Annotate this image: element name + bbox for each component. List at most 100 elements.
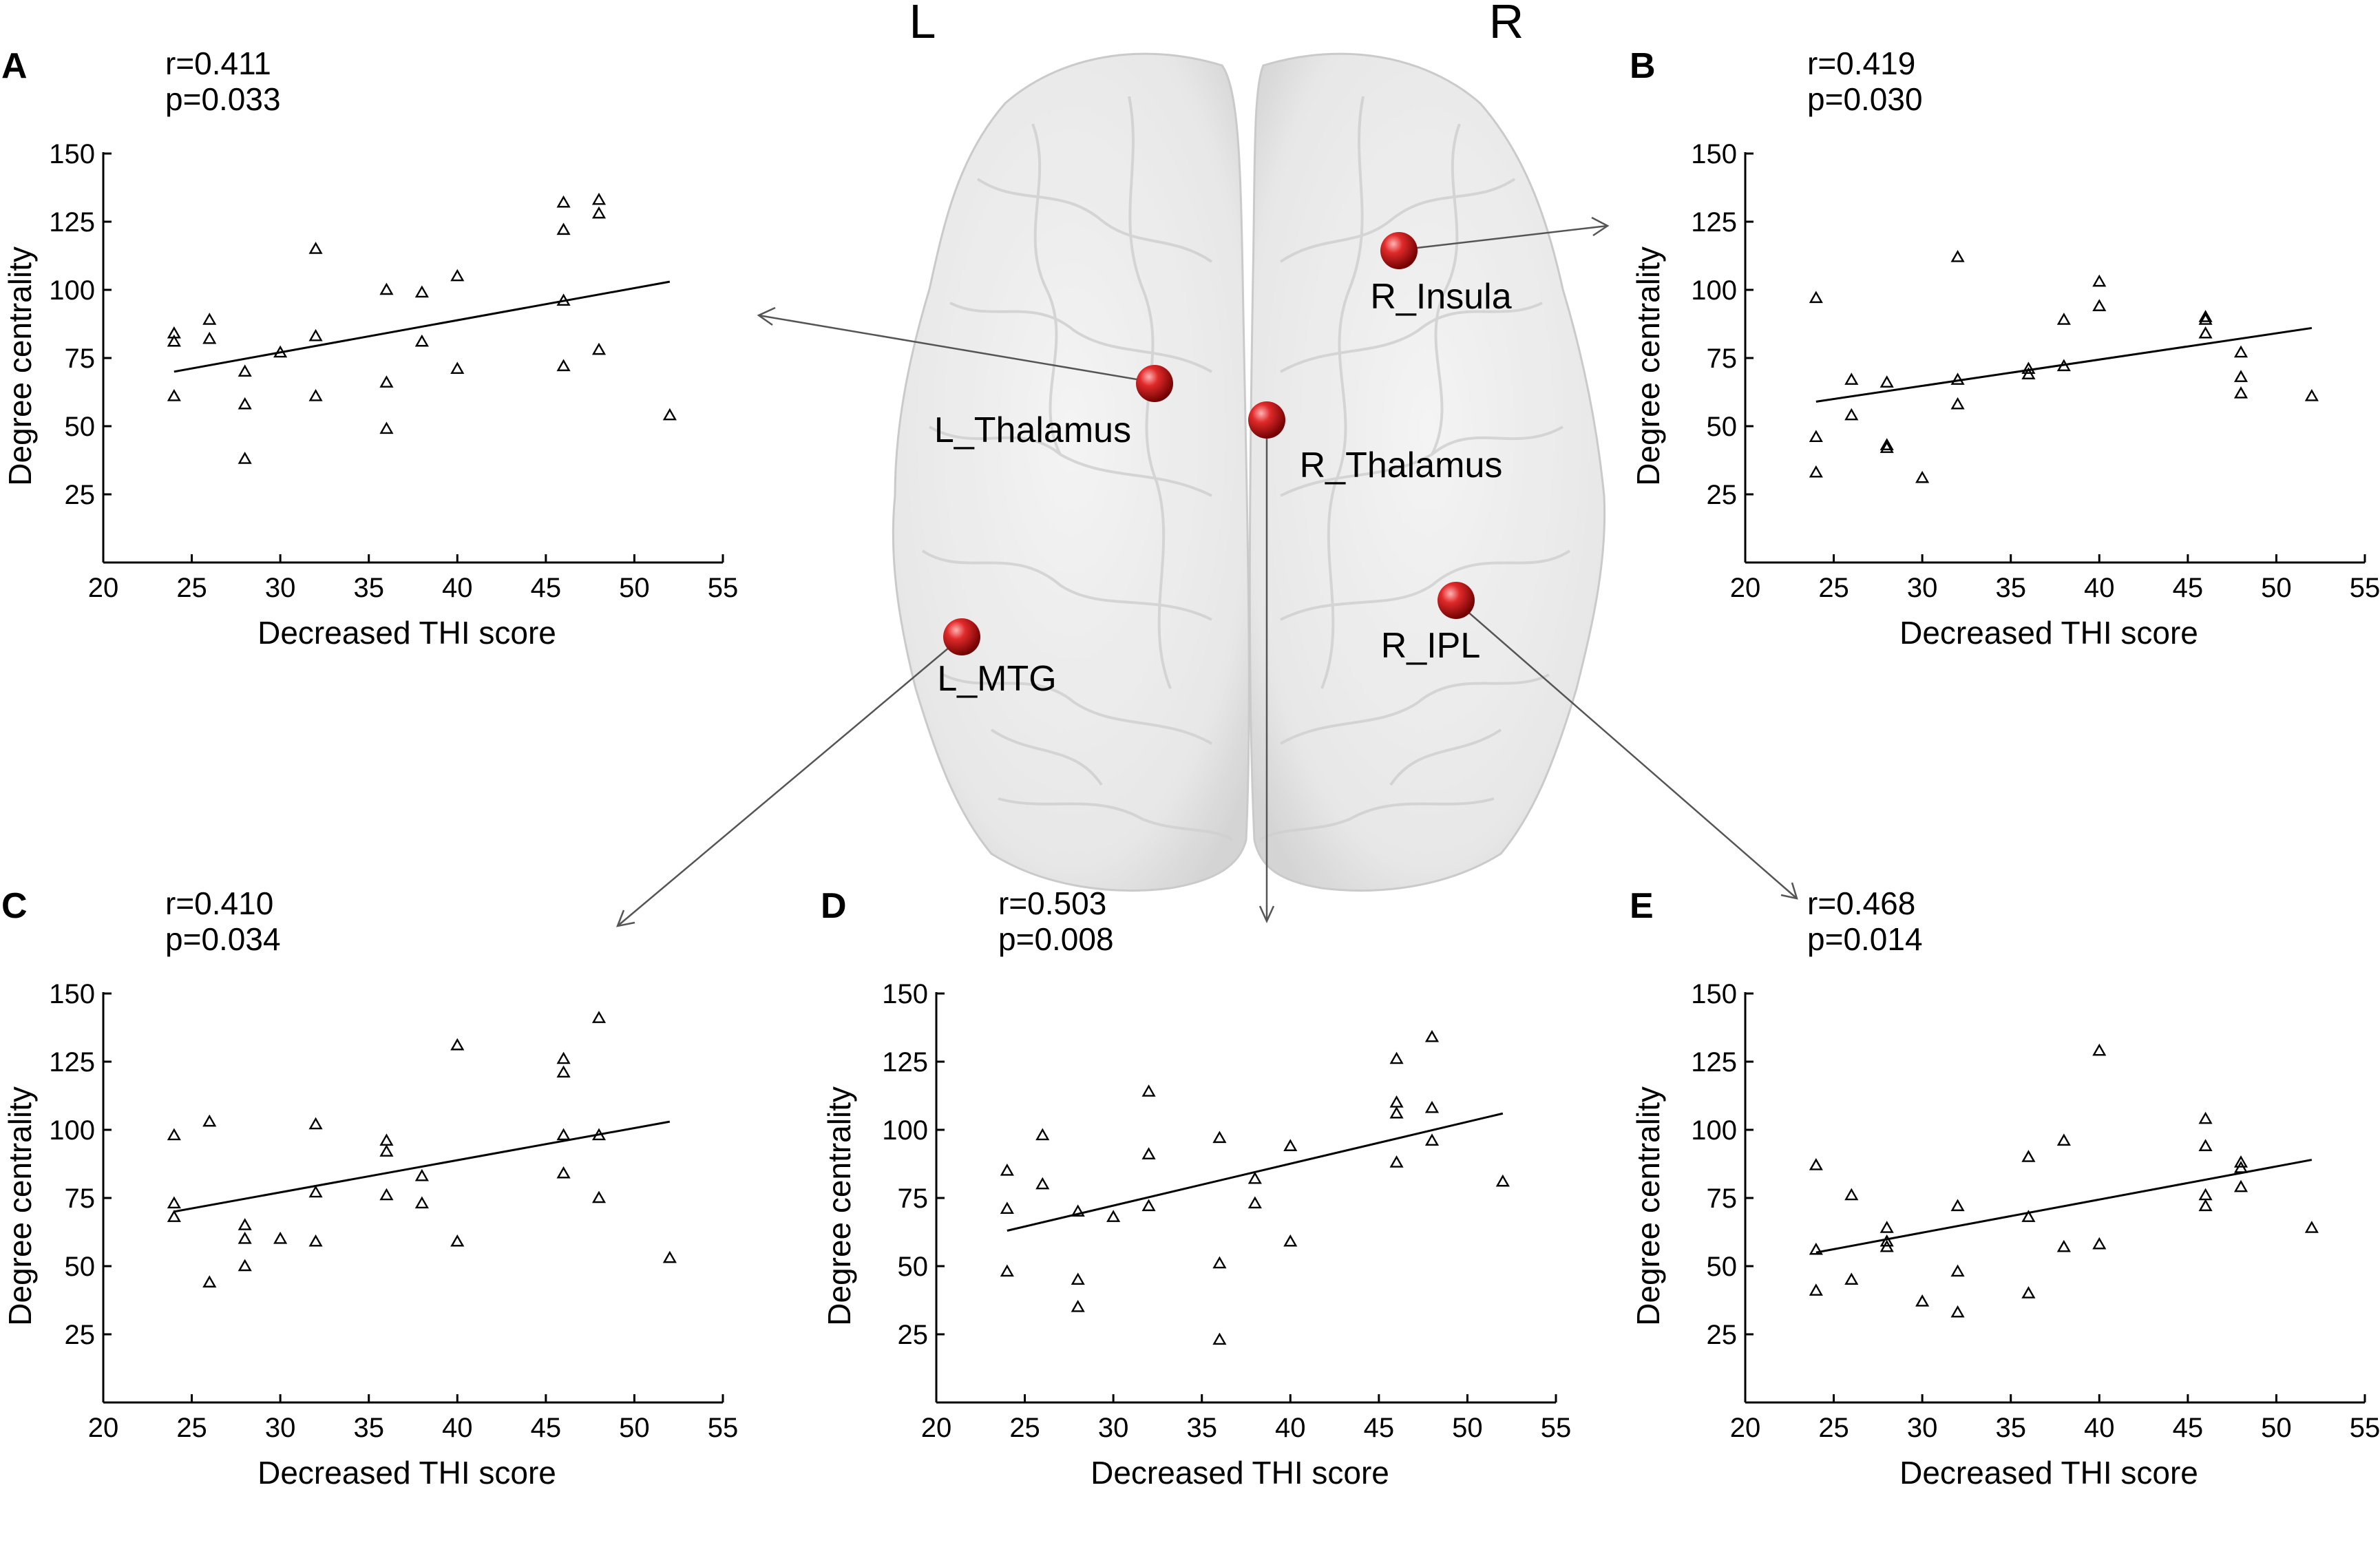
data-point — [238, 397, 252, 410]
node-l-thalamus[interactable] — [1136, 365, 1173, 402]
y-tick-label: 50 — [65, 1252, 96, 1282]
data-point — [1106, 1210, 1121, 1222]
data-point — [2304, 389, 2319, 401]
x-tick-label: 40 — [1275, 1413, 1306, 1443]
data-point — [556, 222, 571, 235]
data-point — [662, 408, 677, 421]
x-tick-label: 25 — [176, 573, 207, 603]
data-point — [556, 1166, 571, 1179]
x-tick-label: 25 — [1818, 1413, 1849, 1443]
data-point — [2021, 361, 2036, 375]
label-r-ipl: R_IPL — [1381, 626, 1481, 666]
x-tick-label: 20 — [1730, 1413, 1761, 1443]
data-point — [379, 421, 394, 434]
y-axis-label: Degree centrality — [1630, 246, 1666, 486]
x-axis-label: Decreased THI score — [257, 1455, 556, 1491]
data-point — [1809, 291, 1823, 304]
data-point — [1879, 1234, 1894, 1247]
data-point — [2021, 1150, 2036, 1162]
data-point — [273, 345, 288, 358]
data-point — [202, 1114, 217, 1127]
data-point — [591, 192, 607, 205]
gyri-texture — [921, 96, 1571, 841]
data-point — [1950, 372, 1965, 385]
data-point — [2092, 299, 2107, 311]
data-point — [379, 1133, 394, 1146]
data-point — [1809, 465, 1823, 478]
data-point — [450, 361, 465, 375]
node-r-ipl[interactable] — [1438, 582, 1475, 619]
data-point — [556, 195, 571, 208]
data-point — [2233, 1161, 2249, 1173]
x-tick-label: 30 — [265, 573, 296, 603]
x-axis-label: Decreased THI score — [257, 615, 556, 651]
data-point — [1950, 250, 1965, 262]
data-point — [1879, 441, 1894, 453]
node-r-thalamus[interactable] — [1248, 401, 1285, 439]
data-point — [1212, 1256, 1227, 1269]
data-point — [1879, 375, 1894, 388]
data-point — [379, 282, 394, 295]
data-point — [2021, 1210, 2036, 1222]
region-nodes: L_Thalamus R_Insula L_MTG R_Thalamus R_I… — [934, 232, 1512, 699]
y-axis-label: Degree centrality — [821, 1086, 857, 1326]
data-point — [2198, 310, 2213, 322]
data-point — [450, 1234, 465, 1247]
data-point — [167, 1196, 181, 1209]
panel-letter: E — [1630, 886, 1654, 926]
y-tick-label: 75 — [65, 344, 96, 374]
stat-p: p=0.034 — [165, 921, 281, 957]
y-axis-label: Degree centrality — [2, 1086, 38, 1326]
x-tick-label: 20 — [1730, 573, 1761, 603]
y-tick-label: 150 — [49, 979, 95, 1009]
data-point — [414, 334, 429, 347]
data-point — [1212, 1332, 1227, 1345]
data-point — [2233, 345, 2249, 358]
y-tick-label: 125 — [1691, 207, 1737, 238]
data-point — [238, 364, 252, 377]
x-axis-label: Decreased THI score — [1091, 1455, 1389, 1491]
x-tick-label: 35 — [1186, 1413, 1217, 1443]
node-r-insula[interactable] — [1380, 232, 1418, 269]
y-tick-label: 75 — [65, 1184, 96, 1214]
panel-letter: B — [1630, 46, 1656, 86]
data-point — [1071, 1299, 1085, 1312]
right-hemisphere — [1248, 52, 1606, 892]
data-point — [2021, 1286, 2036, 1299]
data-point — [1879, 1221, 1894, 1233]
data-point — [414, 1196, 429, 1209]
data-point — [1141, 1199, 1156, 1212]
data-point — [238, 1218, 252, 1230]
x-axis-label: Decreased THI score — [1899, 615, 2198, 651]
y-tick-label: 150 — [1691, 979, 1737, 1009]
left-hemisphere — [892, 52, 1250, 892]
x-tick-label: 30 — [1907, 573, 1938, 603]
x-tick-label: 45 — [531, 1413, 562, 1443]
label-l-thalamus: L_Thalamus — [934, 410, 1131, 450]
x-tick-label: 20 — [88, 573, 119, 603]
data-point — [2233, 386, 2249, 399]
y-tick-label: 125 — [1691, 1047, 1737, 1077]
data-point — [238, 1259, 252, 1272]
data-point — [1844, 1188, 1859, 1201]
data-point — [414, 285, 429, 298]
node-l-mtg[interactable] — [943, 618, 980, 655]
stat-p: p=0.008 — [998, 921, 1114, 957]
data-point — [556, 359, 571, 372]
data-point — [167, 1210, 181, 1222]
data-point — [1283, 1234, 1298, 1247]
brain-right-label: R — [1489, 0, 1524, 48]
data-point — [308, 1185, 323, 1198]
data-point — [1035, 1128, 1050, 1141]
data-point — [2092, 1237, 2107, 1250]
x-tick-label: 30 — [265, 1413, 296, 1443]
x-tick-label: 50 — [2261, 573, 2292, 603]
data-point — [1809, 1283, 1823, 1296]
y-tick-label: 100 — [1691, 1115, 1737, 1146]
data-point — [1071, 1204, 1085, 1217]
x-tick-label: 40 — [442, 1413, 473, 1443]
data-point — [1950, 397, 1965, 410]
